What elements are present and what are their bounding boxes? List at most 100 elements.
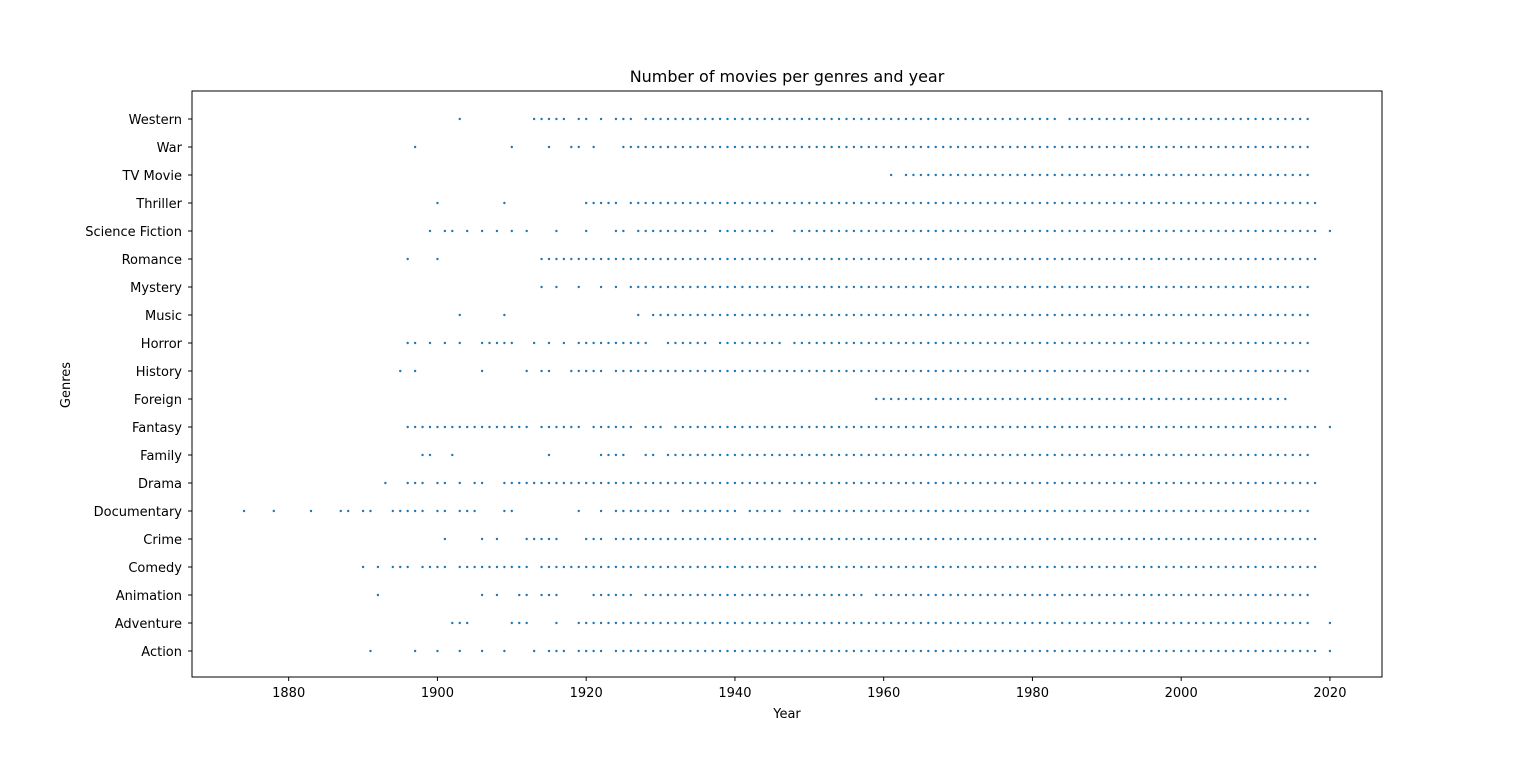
data-point [741,285,744,289]
data-point [421,453,424,457]
data-point [718,621,722,625]
data-point [703,341,707,345]
data-point [584,481,588,485]
data-point [1083,369,1086,373]
data-point [1187,145,1190,149]
data-point [1142,369,1146,373]
data-point [1165,369,1168,373]
data-point [1090,537,1094,541]
data-point [711,117,714,121]
data-point [532,117,536,121]
data-point [674,285,677,289]
data-point [1127,565,1131,569]
data-point [637,341,640,345]
data-point [1127,425,1131,429]
data-point [525,593,528,597]
data-point [622,481,625,485]
data-point [570,425,573,429]
data-point [681,201,685,205]
data-point [927,201,930,205]
data-point [1254,593,1257,597]
data-point [1113,285,1116,289]
data-point [904,397,908,401]
data-point [1298,537,1302,541]
data-point [941,425,945,429]
data-point [860,621,863,625]
data-point [451,621,454,625]
data-point [845,257,848,261]
data-point [919,425,923,429]
data-point [1276,229,1280,233]
data-point [875,285,878,289]
data-point [979,453,982,457]
data-point [540,565,543,569]
data-point [1232,201,1235,205]
data-point [949,285,952,289]
data-point [875,229,878,233]
y-tick-label: Fantasy [132,421,182,436]
data-point [1209,565,1213,569]
data-point [912,453,915,457]
data-point [1187,481,1190,485]
data-point [904,173,908,177]
data-point [607,341,610,345]
data-point [897,593,900,597]
data-point [1239,397,1242,401]
data-point [815,229,818,233]
data-point [674,341,677,345]
data-point [949,117,952,121]
data-point [547,369,551,373]
data-point [584,341,588,345]
data-point [785,565,789,569]
data-point [421,425,424,429]
data-point [666,257,670,261]
data-point [1284,257,1287,261]
data-point [934,509,937,513]
data-point [1313,229,1317,233]
data-point [1046,425,1049,429]
data-point [458,313,461,317]
data-point [592,257,595,261]
data-point [1060,229,1064,233]
data-point [1246,257,1250,261]
data-point [934,621,937,625]
data-point [547,565,551,569]
data-point [413,509,417,513]
data-point [1142,145,1146,149]
data-point [674,369,677,373]
data-point [1224,425,1228,429]
data-point [904,649,908,653]
data-point [815,481,818,485]
data-point [756,649,759,653]
data-point [592,481,595,485]
data-point [1217,537,1220,541]
data-point [1202,593,1205,597]
data-point [1202,117,1205,121]
data-point [875,313,878,317]
data-point [971,397,975,401]
data-point [696,257,699,261]
data-point [1276,145,1280,149]
data-point [1254,565,1257,569]
data-point [748,257,752,261]
data-point [1179,173,1183,177]
data-point [1135,649,1138,653]
data-point [614,229,618,233]
data-point [1284,537,1287,541]
data-point [1135,453,1138,457]
data-point [1157,145,1161,149]
data-point [941,509,945,513]
data-point [1053,285,1056,289]
data-point [845,425,848,429]
data-point [1060,453,1064,457]
data-point [1001,145,1004,149]
data-point [1135,313,1138,317]
data-point [1031,145,1034,149]
data-point [770,229,774,233]
data-point [927,257,930,261]
data-point [904,565,908,569]
data-point [510,481,514,485]
data-point [1254,229,1257,233]
data-point [986,621,990,625]
data-point [733,425,737,429]
